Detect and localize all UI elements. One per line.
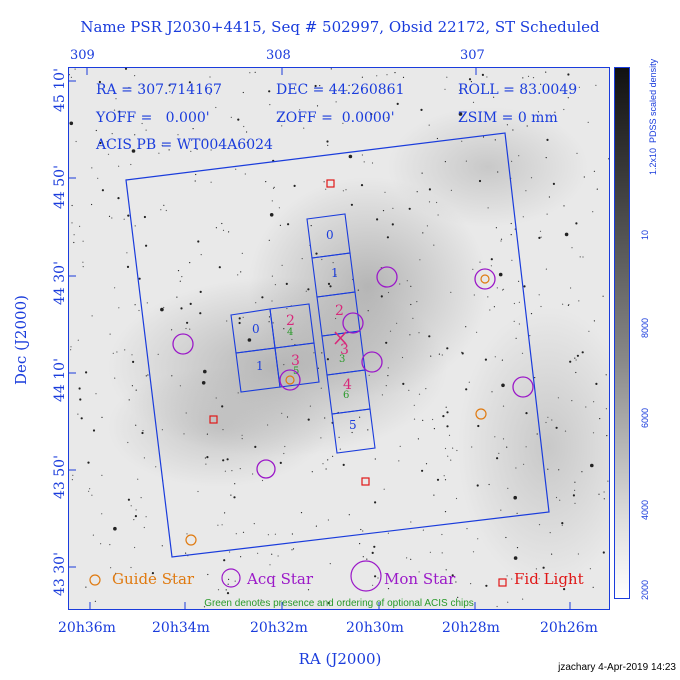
top-axis-tick: 309 (70, 48, 95, 63)
zoff-readout: ZOFF = 0.0000' (276, 110, 395, 126)
acq-star-marker (279, 369, 301, 391)
guide-star-marker (475, 408, 487, 420)
fid-lights (209, 179, 370, 486)
aimpoint-marker (334, 331, 347, 345)
chip-label: 1 (331, 266, 339, 280)
colorbar-tick: 2000 (640, 579, 650, 600)
acq-star-marker (512, 376, 534, 398)
top-axis-tick: 307 (460, 48, 485, 63)
yoff-readout: YOFF = 0.000' (96, 110, 210, 126)
bottom-axis-tick: 20h26m (540, 620, 598, 636)
guide-star-marker (185, 534, 197, 546)
bottom-axis-tick: 20h34m (152, 620, 210, 636)
optional-chip-order: 6 (343, 390, 349, 401)
acis-pb-readout: ACIS PB = WT004A6024 (96, 137, 273, 153)
bottom-axis-tick: 20h30m (346, 620, 404, 636)
bottom-axis-tick: 20h28m (442, 620, 500, 636)
x-axis-label: RA (J2000) (298, 650, 382, 668)
acq-stars (172, 266, 534, 479)
optional-chip-order: 3 (339, 354, 345, 365)
chip-label: 5 (349, 418, 357, 432)
dec-readout: DEC = 44.260861 (276, 82, 405, 98)
fid-light-marker (209, 415, 218, 424)
chip-label: 0 (326, 228, 334, 242)
zsim-readout: ZSIM = 0 mm (458, 110, 558, 126)
optional-chip-order: 4 (287, 327, 293, 338)
acis-chip (274, 342, 320, 388)
ra-readout: RA = 307.714167 (96, 82, 222, 98)
guide-star-marker (480, 274, 490, 284)
field-of-view-box (125, 132, 550, 558)
fid-light-marker (326, 179, 335, 188)
chip-label: 0 (252, 322, 260, 336)
guide-star-marker (285, 375, 295, 385)
left-axis-tick: 43 50' (52, 455, 68, 499)
acq-star-marker (361, 351, 383, 373)
legend-acq-star: Acq Star (247, 570, 314, 588)
bottom-axis-tick: 20h36m (58, 620, 116, 636)
fid-light-marker (361, 477, 370, 486)
colorbar-label: 1.2x10 PDSS scaled density (648, 59, 658, 175)
background-stars (68, 67, 610, 608)
guide-star-icon (89, 574, 101, 586)
colorbar-tick: 10 (640, 229, 650, 240)
page-title: Name PSR J2030+4415, Seq # 502997, Obsid… (80, 18, 600, 36)
left-axis-tick: 44 50' (52, 165, 68, 209)
left-axis-tick: 44 30' (52, 261, 68, 305)
left-axis-tick: 44 10' (52, 358, 68, 402)
colorbar-tick: 6000 (640, 407, 650, 428)
acq-star-marker (256, 459, 276, 479)
y-axis-label: Dec (J2000) (12, 295, 30, 385)
chip-label: 1 (256, 359, 264, 373)
legend-guide-star: Guide Star (112, 570, 195, 588)
chip-label: 3 (291, 353, 300, 369)
acis-i-chips (230, 303, 320, 393)
chip-label: 2 (335, 303, 344, 319)
acq-star-marker (172, 333, 194, 355)
top-axis-tick: 308 (266, 48, 291, 63)
chip-label: 4 (343, 377, 352, 393)
optional-chips-note: Green denotes presence and ordering of o… (204, 598, 474, 609)
bottom-axis-tick: 20h32m (250, 620, 308, 636)
acis-chip (331, 408, 376, 454)
legend-mon-star: Mon Star (384, 570, 456, 588)
left-axis-tick: 45 10' (52, 68, 68, 112)
left-axis-tick: 43 30' (52, 552, 68, 596)
acq-star-marker (342, 312, 364, 334)
roll-readout: ROLL = 83.0049 (458, 82, 578, 98)
acis-s-chips (306, 213, 376, 454)
chip-label: 2 (286, 313, 295, 329)
fid-light-icon (498, 578, 507, 587)
sky-image-plot: 0 2 1 3 0 1 2 3 4 5 4 5 6 3 (68, 67, 610, 610)
chip-label: 3 (340, 342, 349, 358)
mon-star-icon (350, 560, 382, 592)
legend-symbols (89, 560, 382, 592)
guide-stars (185, 274, 490, 546)
colorbar-tick: 4000 (640, 499, 650, 520)
legend-fid-light: Fid Light (514, 570, 584, 588)
acq-star-marker (376, 266, 398, 288)
colorbar-title: PDSS scaled density (648, 58, 658, 143)
acq-star-icon (221, 568, 241, 588)
acq-star-marker (474, 268, 496, 290)
colorbar-tick: 8000 (640, 317, 650, 338)
author-timestamp: jzachary 4-Apr-2019 14:23 (558, 662, 676, 673)
colorbar (614, 67, 630, 599)
colorbar-exponent: 1.2x10 (648, 147, 658, 175)
